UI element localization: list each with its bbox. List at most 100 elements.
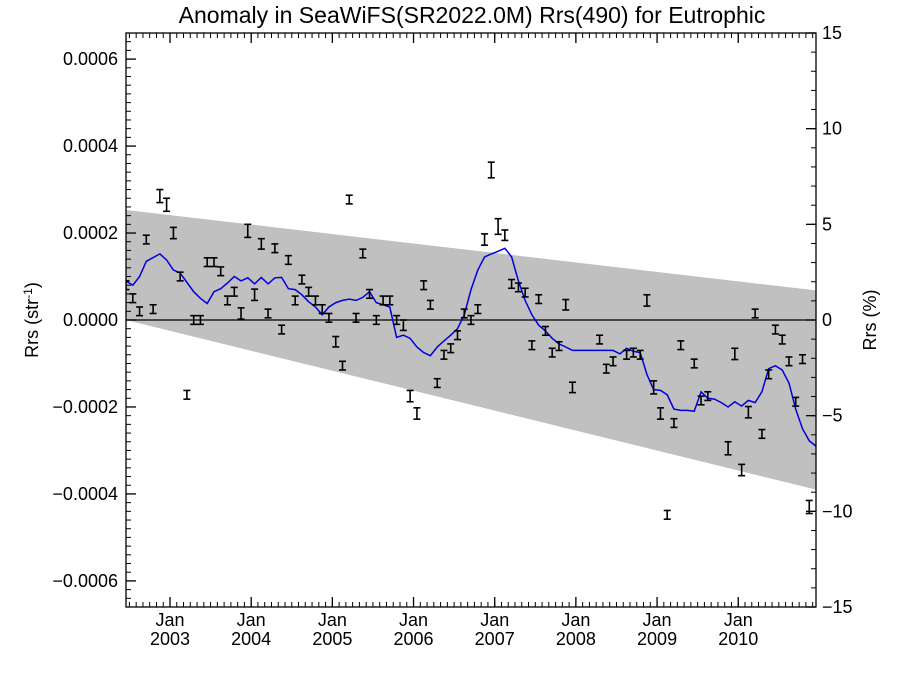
x-tick-label-year: 2003 — [150, 629, 190, 649]
data-point — [237, 307, 245, 320]
data-point — [738, 463, 746, 477]
y-axis-left-label-sup: -1 — [21, 288, 35, 299]
data-point — [623, 349, 631, 360]
data-point — [183, 389, 191, 400]
data-point — [136, 306, 144, 317]
x-tick-label-year: 2005 — [312, 629, 352, 649]
x-tick-label-year: 2009 — [637, 629, 677, 649]
y-axis-right-label: Rrs (%) — [860, 290, 880, 351]
data-point — [196, 314, 204, 326]
x-tick-label-month: Jan — [480, 610, 509, 630]
plot-area: 0.0006 0.0004 0.0002 0.0000 −0.0002 −0.0004 −0… — [52, 23, 852, 649]
data-point — [792, 396, 800, 407]
data-point — [210, 257, 218, 268]
y-left-tick-label: 0.0002 — [63, 223, 118, 243]
data-point — [440, 349, 448, 360]
data-point — [555, 340, 563, 352]
data-point — [643, 293, 651, 307]
y-right-tick-label: 0 — [822, 310, 832, 330]
y-left-tick-label: 0.0004 — [63, 136, 118, 156]
x-tick-label-month: Jan — [643, 610, 672, 630]
data-point — [596, 334, 604, 345]
data-point — [366, 288, 374, 300]
data-point — [257, 237, 265, 250]
data-point — [467, 314, 475, 326]
y-axis-left-label: Rrs (str-1) — [21, 282, 42, 358]
data-point — [271, 243, 279, 254]
data-point — [251, 288, 259, 302]
y-right-tick-label: −10 — [822, 501, 853, 521]
data-point — [535, 293, 543, 305]
data-point — [724, 440, 732, 456]
data-point — [656, 407, 664, 420]
x-tick-label-year: 2008 — [556, 629, 596, 649]
data-point — [386, 295, 394, 306]
data-point — [609, 356, 617, 367]
x-tick-label-year: 2006 — [394, 629, 434, 649]
x-tick-label-month: Jan — [724, 610, 753, 630]
y-right-tick-label: −15 — [822, 597, 853, 617]
y-axis-left-label-close: ) — [22, 282, 42, 288]
data-point — [244, 223, 252, 239]
data-point — [650, 380, 658, 395]
data-point — [156, 188, 164, 204]
data-point — [744, 405, 752, 419]
data-point — [203, 257, 211, 268]
data-point — [501, 229, 509, 242]
data-point — [568, 381, 576, 394]
data-point — [379, 295, 387, 306]
data-point — [636, 349, 644, 360]
data-point — [325, 312, 333, 323]
data-point — [284, 254, 292, 266]
data-point — [230, 286, 238, 297]
x-tick-label-year: 2007 — [475, 629, 515, 649]
data-point — [399, 319, 407, 332]
data-point — [305, 286, 313, 297]
data-point — [690, 358, 698, 369]
x-tick-label-month: Jan — [318, 610, 347, 630]
data-point — [318, 303, 326, 315]
data-point — [447, 343, 455, 354]
data-point — [562, 298, 570, 311]
y-right-tick-label: 15 — [822, 23, 842, 43]
data-point — [474, 303, 482, 315]
y-right-tick-label: 10 — [822, 119, 842, 139]
data-point — [217, 266, 225, 277]
data-point — [508, 278, 516, 290]
data-point — [433, 377, 441, 389]
data-point — [163, 197, 171, 213]
data-point — [393, 314, 401, 326]
data-point — [541, 325, 549, 337]
y-left-tick-label: −0.0006 — [52, 571, 118, 591]
data-point — [338, 360, 346, 371]
data-point — [223, 295, 231, 306]
x-tick-label-year: 2010 — [718, 629, 758, 649]
y-right-tick-label: −5 — [822, 406, 843, 426]
data-point — [528, 340, 536, 351]
data-point — [169, 226, 177, 240]
data-point — [406, 389, 414, 403]
data-point — [521, 287, 529, 298]
data-point — [278, 324, 286, 335]
plot-clipped-group — [126, 161, 816, 520]
data-point — [602, 363, 610, 374]
x-tick-label-month: Jan — [561, 610, 590, 630]
smoothed-series-line — [126, 247, 816, 447]
data-point — [487, 161, 495, 179]
data-point — [751, 308, 759, 319]
data-point — [311, 295, 319, 306]
data-point — [454, 330, 462, 341]
data-point — [629, 347, 637, 358]
data-point — [778, 334, 786, 345]
data-point — [514, 282, 522, 293]
data-point — [352, 312, 360, 323]
x-tick-label-year: 2004 — [231, 629, 271, 649]
y-axis-left-label-text: Rrs (str — [22, 299, 42, 358]
data-point — [190, 314, 198, 326]
data-point — [372, 314, 380, 326]
data-point — [291, 295, 299, 306]
chart-title: Anomaly in SeaWiFS(SR2022.0M) Rrs(490) f… — [179, 2, 766, 28]
y-left-tick-label: −0.0004 — [52, 484, 118, 504]
data-point — [548, 347, 556, 358]
